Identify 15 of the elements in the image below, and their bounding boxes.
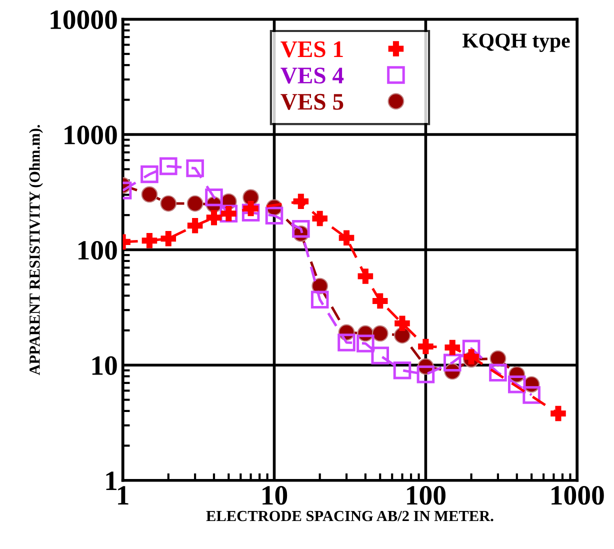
x-tick-label: 1 [118,486,128,505]
x-tick-label: 10 [262,486,288,505]
legend-label: VES 4 [280,68,344,84]
legend-label: VES 1 [280,41,343,58]
y-tick-label: 10000 [50,10,117,30]
x-tick-label: 100 [407,486,446,505]
y-tick-label: 100 [78,240,117,260]
y-tick-label: 1000 [64,126,117,144]
x-tick-label: 1000 [552,486,604,505]
annotation: KQQH type [462,34,570,52]
y-tick-label: 1 [106,472,116,490]
y-axis-title: APPARENT RESISTIVITY (Ohm.m). [29,124,43,376]
legend-label: VES 5 [280,94,344,110]
y-tick-label: 10 [92,356,117,375]
x-axis-title: ELECTRODE SPACING AB/2 IN METER. [206,510,494,522]
